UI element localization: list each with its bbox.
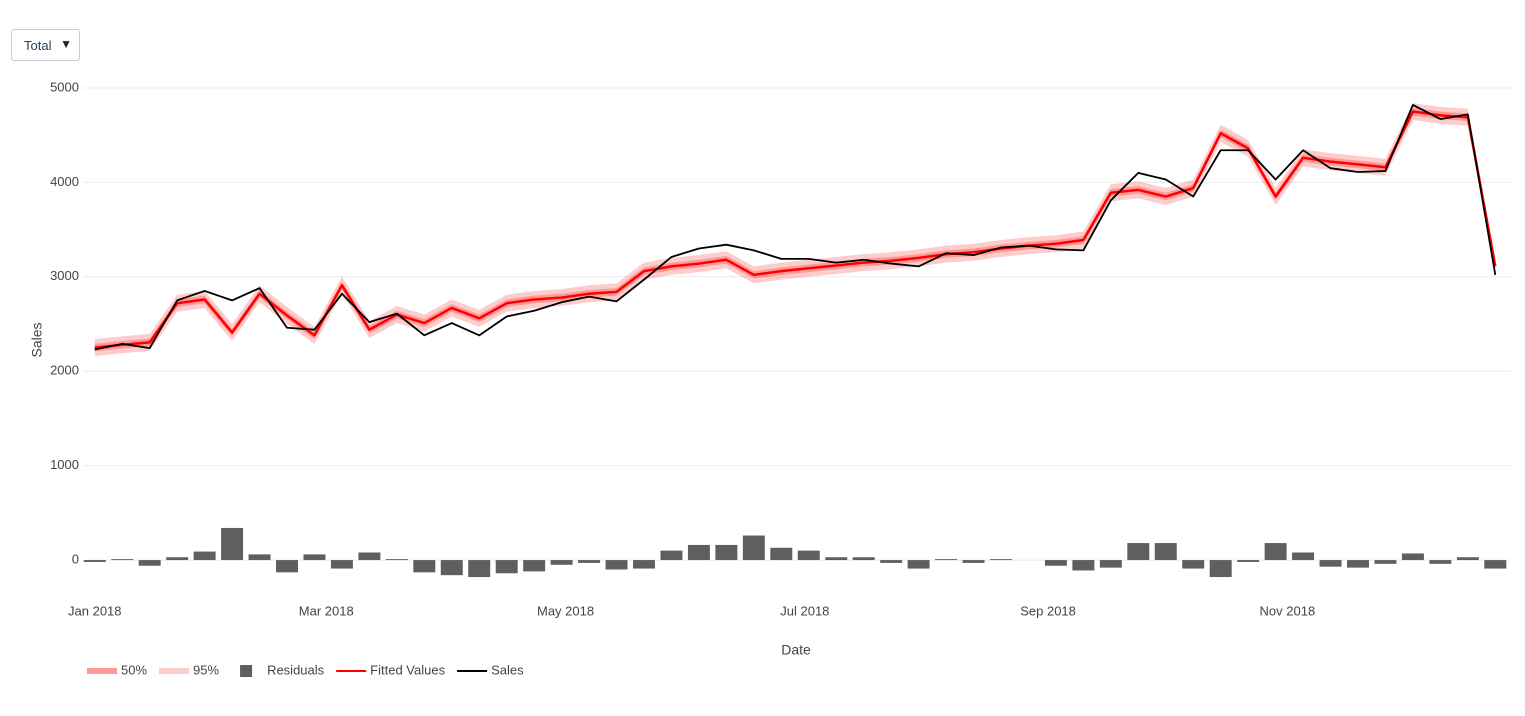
bar	[880, 560, 903, 563]
bar	[1237, 560, 1260, 562]
bar	[1127, 543, 1150, 561]
bar	[1456, 557, 1479, 561]
bar	[962, 560, 985, 563]
bar	[1072, 560, 1095, 571]
bar	[1044, 560, 1067, 566]
bar	[358, 552, 381, 561]
x-tick-label: Jan 2018	[68, 603, 122, 618]
confidence-band	[94, 103, 1496, 357]
dropdown-arrow: ▼	[60, 37, 72, 51]
bar	[550, 560, 573, 565]
bar	[660, 550, 683, 561]
legend-label: Sales	[491, 662, 524, 677]
y-tick-label: 1000	[50, 457, 79, 472]
bar	[83, 560, 106, 562]
y-tick-label: 5000	[50, 79, 79, 94]
bar	[1319, 560, 1342, 567]
y-axis-title: Sales	[29, 322, 45, 357]
x-tick-label: Nov 2018	[1260, 603, 1316, 618]
legend-label: Residuals	[267, 662, 325, 677]
bar	[523, 560, 546, 572]
bar	[248, 554, 271, 561]
bar	[385, 559, 408, 561]
bar	[193, 551, 216, 561]
bar	[1401, 553, 1424, 561]
bar	[413, 560, 436, 573]
x-tick-label: Jul 2018	[780, 603, 829, 618]
legend-label: Fitted Values	[370, 662, 445, 677]
legend-swatch	[240, 665, 253, 677]
bar	[1264, 543, 1287, 561]
bar	[138, 560, 161, 566]
bar	[221, 527, 244, 561]
bar	[468, 560, 491, 578]
bar	[1347, 560, 1369, 568]
bar	[742, 535, 765, 561]
bar	[1292, 552, 1315, 561]
legend-label: 95%	[193, 662, 219, 677]
bar	[990, 559, 1012, 561]
x-axis-title: Date	[781, 642, 811, 658]
bar	[852, 557, 875, 561]
bar	[1209, 560, 1232, 578]
bar	[1429, 560, 1452, 564]
bar	[276, 560, 298, 573]
bar	[1374, 560, 1397, 564]
bar	[1182, 560, 1205, 569]
bar	[440, 560, 463, 576]
bar	[935, 559, 958, 561]
legend-label: 50%	[121, 662, 147, 677]
y-tick-label: 3000	[50, 268, 79, 283]
bar	[715, 544, 738, 561]
bar	[687, 544, 710, 561]
x-tick-label: Sep 2018	[1020, 603, 1076, 618]
line	[94, 110, 1497, 349]
x-tick-label: Mar 2018	[299, 603, 354, 618]
bar	[797, 550, 820, 561]
bar	[605, 560, 628, 570]
bar	[578, 560, 601, 563]
bar	[166, 557, 189, 561]
bar	[770, 547, 793, 561]
dropdown[interactable]: Total ▼	[11, 29, 80, 61]
bar	[303, 554, 326, 561]
bar	[633, 560, 655, 569]
line	[94, 104, 1497, 351]
bar	[825, 557, 848, 561]
bar	[1099, 560, 1122, 568]
x-tick-label: May 2018	[537, 603, 594, 618]
confidence-band	[94, 107, 1496, 352]
bar	[1154, 543, 1177, 561]
bar	[495, 560, 518, 574]
bar	[111, 559, 134, 561]
bar	[907, 560, 930, 569]
y-tick-label: 2000	[50, 363, 79, 378]
y-tick-label: 0	[72, 552, 79, 567]
bar	[1484, 560, 1507, 569]
y-tick-label: 4000	[50, 174, 79, 189]
bar	[330, 560, 353, 569]
dropdown-label[interactable]: Total	[24, 38, 52, 53]
